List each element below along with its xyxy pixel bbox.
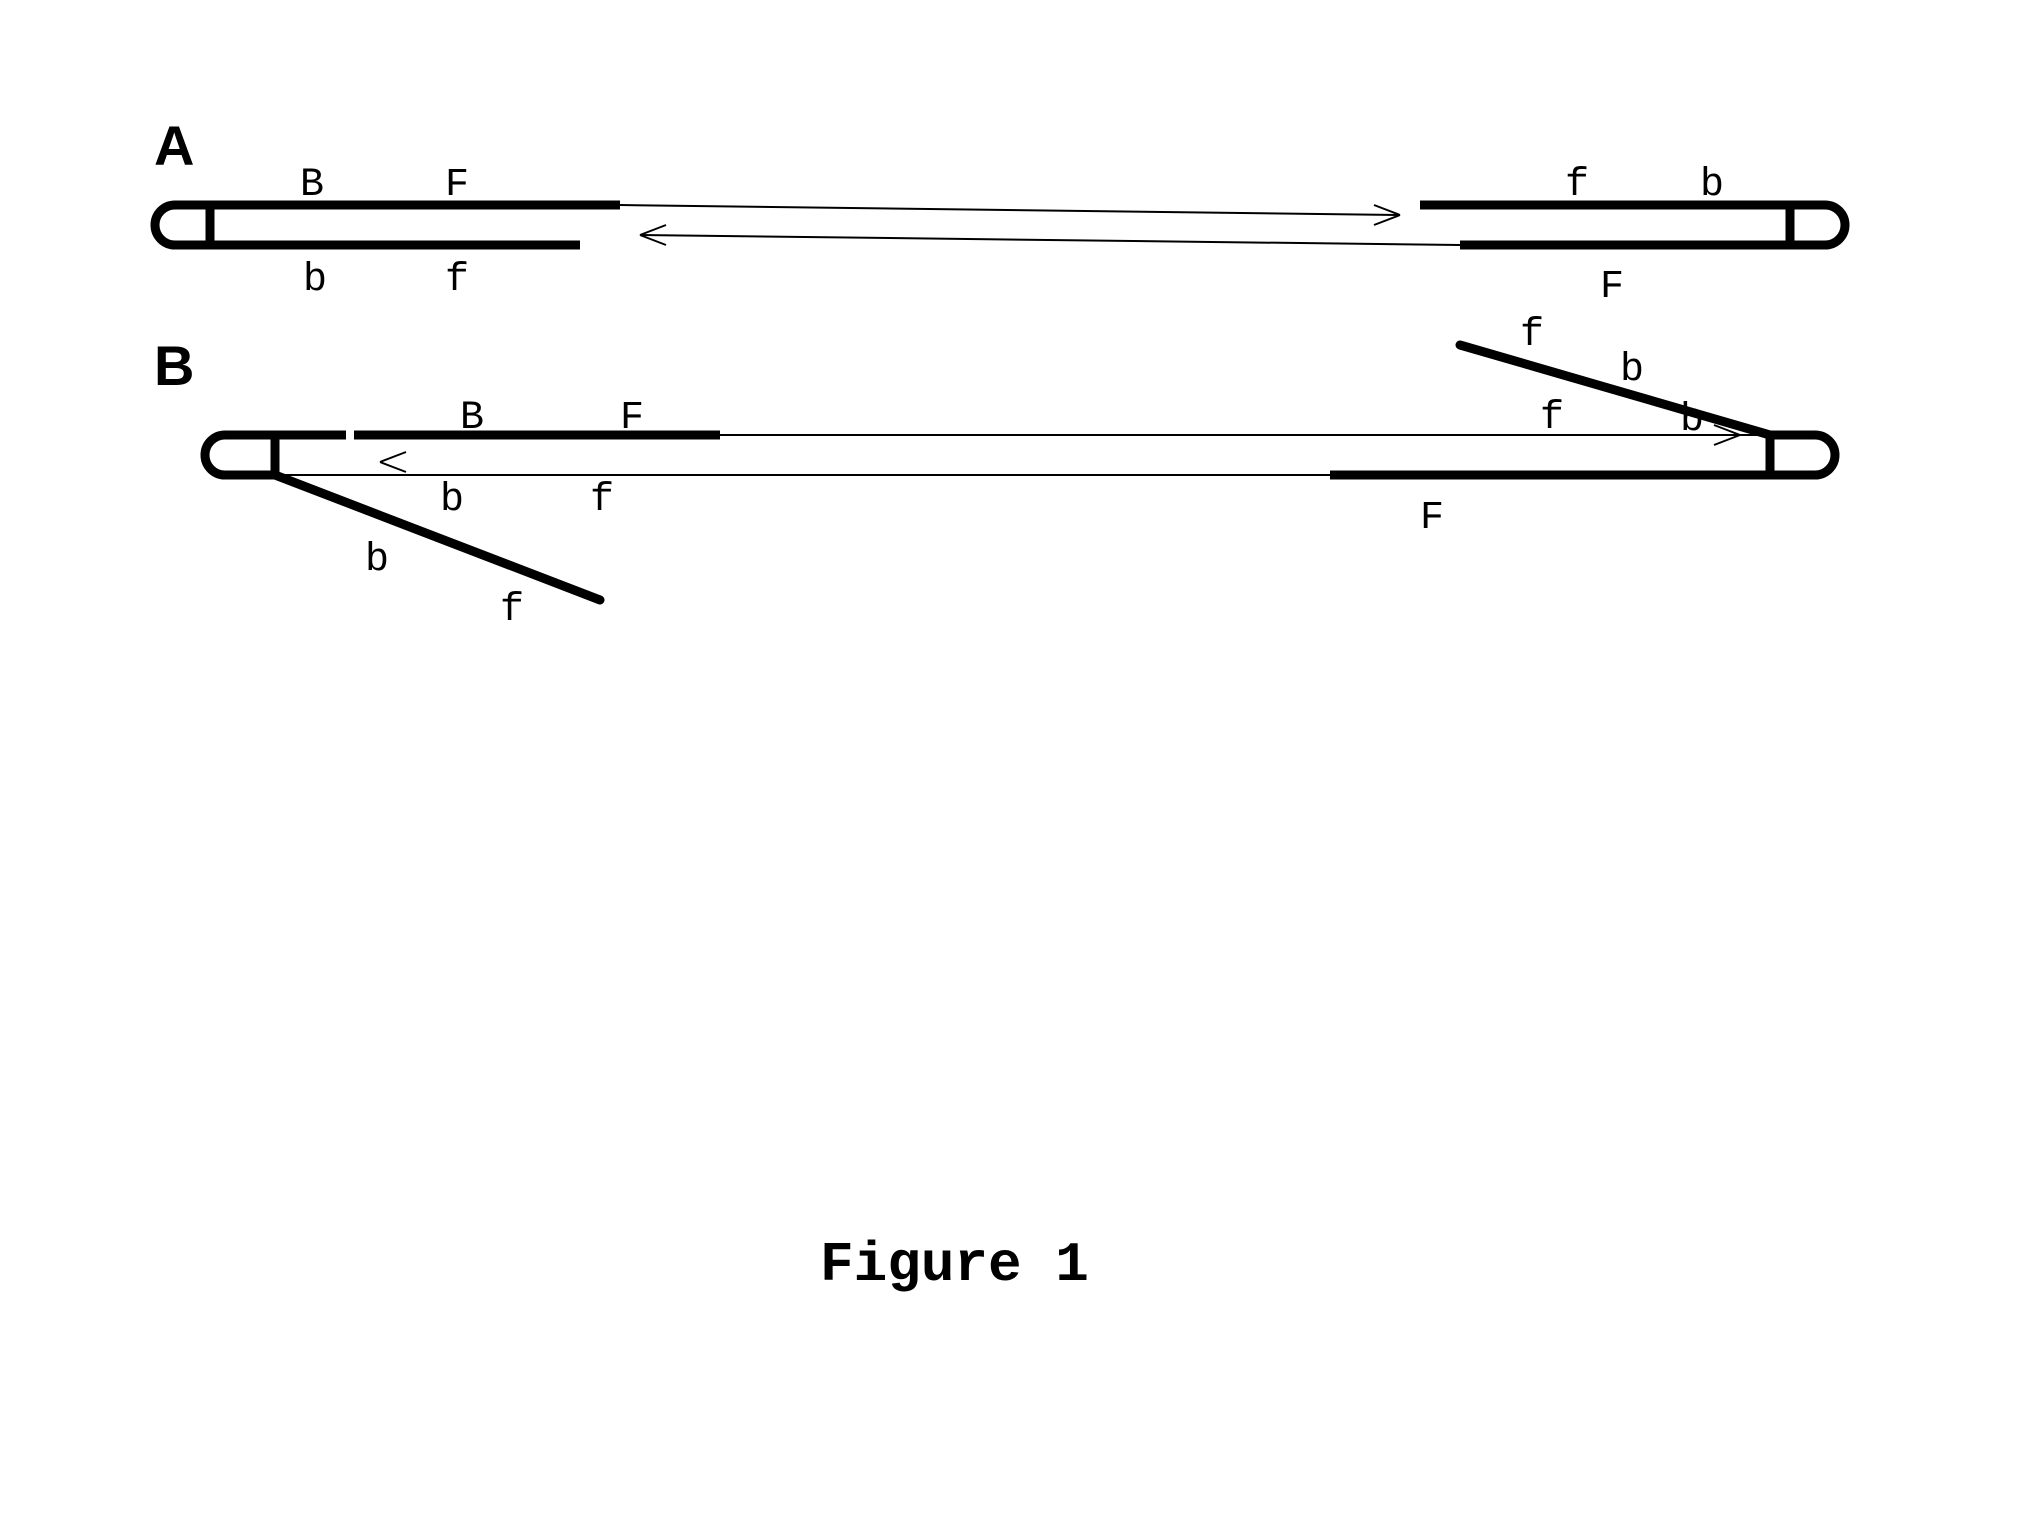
b-right-branch [1460, 345, 1770, 435]
b-right-hairpin-cap [1770, 435, 1835, 475]
figure-caption: Figure 1 [820, 1233, 1089, 1297]
a-label-b: b [303, 258, 327, 303]
b-label-b-branch-r: b [1620, 348, 1644, 393]
a-thin-top [620, 205, 1400, 215]
a-label-B: B [300, 163, 324, 208]
b-label-f-branch-r: f [1520, 313, 1544, 358]
figure-svg: ABFbffbFBBFbfbffbFfbFigure 1 [0, 0, 2040, 1536]
a-label-F: F [445, 163, 469, 208]
a-left-hairpin-cap [155, 205, 210, 245]
b-label-F: F [620, 396, 644, 441]
b-left-branch [275, 475, 600, 600]
a-right-hairpin-cap [1790, 205, 1845, 245]
panel-b-label: B [154, 334, 194, 397]
a-label-b2: b [1700, 163, 1724, 208]
b-label-B: B [460, 396, 484, 441]
b-label-f-branch: f [500, 588, 524, 633]
b-label-b-branch: b [365, 538, 389, 583]
b-label-f-inner: f [590, 478, 614, 523]
panel-a-label: A [154, 114, 194, 177]
b-label-b-inner-r: b [1680, 398, 1704, 443]
a-label-F2: F [1600, 265, 1624, 310]
b-label-f-inner-r: f [1540, 396, 1564, 441]
a-label-f2: f [1565, 163, 1589, 208]
a-thin-bottom [640, 235, 1460, 245]
b-arrowhead-left [380, 452, 406, 472]
b-left-hairpin-cap [205, 435, 275, 475]
b-label-F-r: F [1420, 496, 1444, 541]
b-label-b-inner: b [440, 478, 464, 523]
a-label-f: f [445, 258, 469, 303]
